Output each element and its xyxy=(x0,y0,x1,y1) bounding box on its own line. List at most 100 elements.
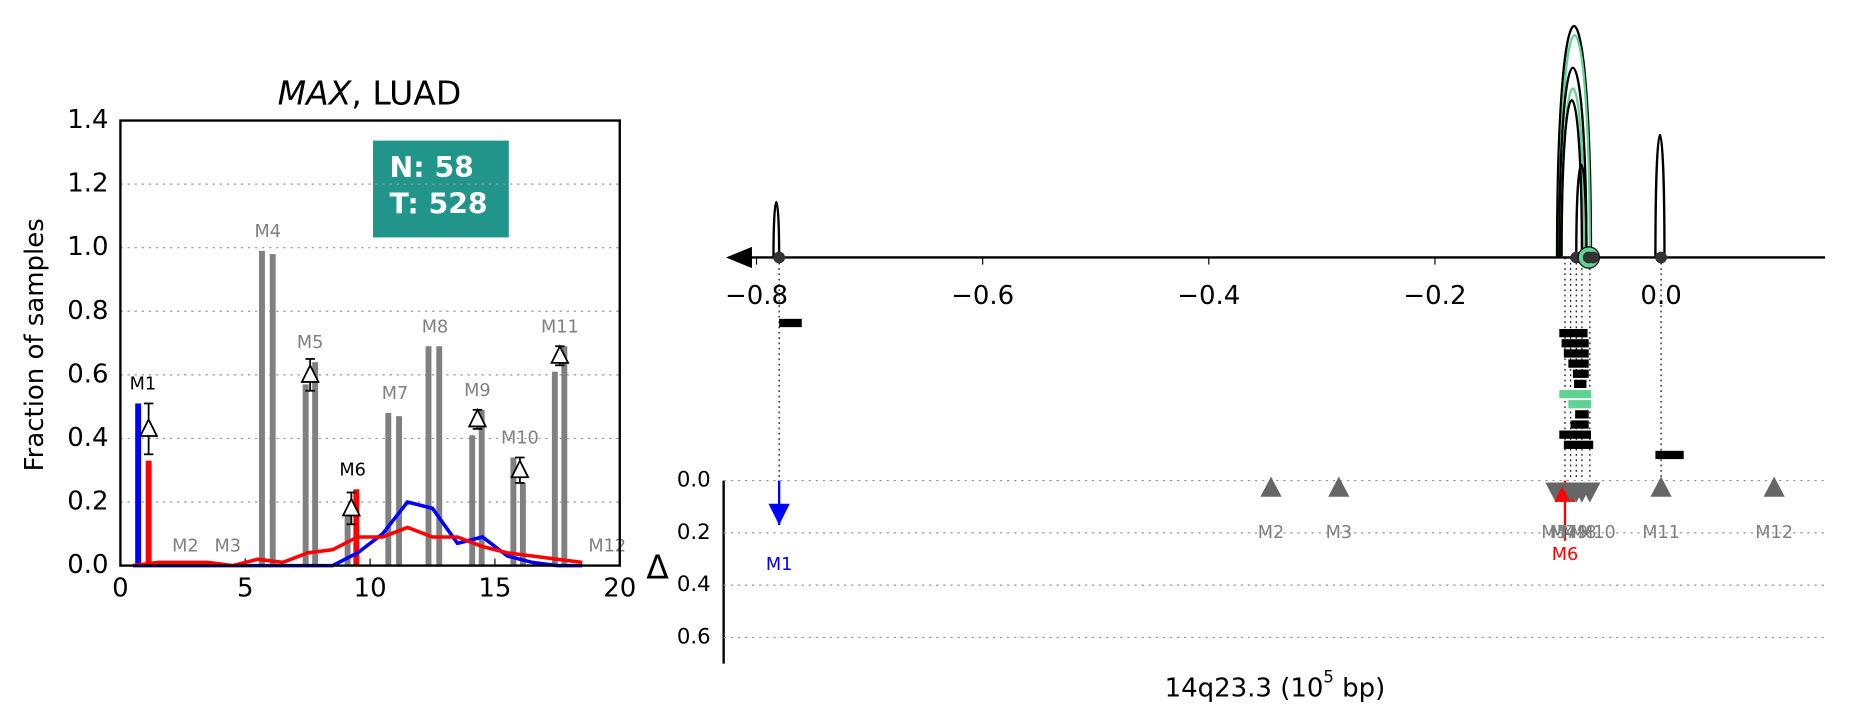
segment xyxy=(1575,410,1589,419)
y-tick-label: 0.8 xyxy=(67,296,108,326)
segment xyxy=(1568,359,1589,368)
delta-marker xyxy=(510,458,530,479)
bar xyxy=(269,254,276,566)
delta-marker xyxy=(467,407,488,428)
segment xyxy=(1655,450,1684,460)
chart-title: MAX, LUAD xyxy=(278,73,462,112)
y-tick-label: 0.4 xyxy=(677,572,711,597)
dot xyxy=(773,251,786,264)
marker xyxy=(1260,476,1282,497)
segment xyxy=(1563,440,1594,449)
bar xyxy=(302,384,309,566)
marker-label: M9 xyxy=(1562,523,1589,543)
y-tick-label: 1.2 xyxy=(67,169,108,199)
dot xyxy=(1655,251,1667,264)
y-tick-label: 0.2 xyxy=(677,520,711,545)
motif-label: M9 xyxy=(464,381,491,401)
marker-label: M11 xyxy=(1642,523,1680,543)
y-tick-label: 1.4 xyxy=(67,105,108,135)
delta-marker xyxy=(550,344,570,364)
bar xyxy=(259,250,265,566)
x-tick-label: −0.6 xyxy=(951,281,1014,311)
motif-label: M7 xyxy=(382,384,409,404)
title-rest: , LUAD xyxy=(351,73,461,112)
bar xyxy=(135,403,142,566)
marker-label: M10 xyxy=(1578,523,1616,543)
y-tick-label: 0.6 xyxy=(677,624,711,649)
bar xyxy=(425,346,432,566)
annotation-box xyxy=(373,140,509,238)
motif-label: M2 xyxy=(172,537,199,557)
bar xyxy=(478,409,485,566)
arc xyxy=(772,201,781,258)
motif-label: M8 xyxy=(422,317,449,337)
y-tick-label: 0.2 xyxy=(67,487,108,517)
marker-label: M1 xyxy=(766,555,793,575)
y-axis-label: Δ xyxy=(646,548,669,587)
bar xyxy=(551,371,558,566)
arc xyxy=(1560,99,1584,258)
plot-frame xyxy=(119,119,621,567)
marker xyxy=(1650,476,1672,497)
bar xyxy=(353,489,360,566)
segment xyxy=(1559,389,1591,399)
line xyxy=(132,525,583,568)
bar xyxy=(469,435,476,566)
marker-label: M4 xyxy=(1550,523,1577,543)
x-tick-label: 10 xyxy=(354,574,387,604)
x-tick-label: 15 xyxy=(478,574,511,604)
annotation-text: T: 528 xyxy=(390,188,488,221)
motif-label: M5 xyxy=(297,333,324,353)
y-tick-label: 0.6 xyxy=(67,359,108,389)
x-tick-label: −0.8 xyxy=(725,281,788,311)
y-axis-label: Fraction of samples xyxy=(20,218,50,471)
motif-label: M4 xyxy=(254,222,281,242)
bar xyxy=(561,346,568,566)
x-tick-label: 5 xyxy=(237,574,254,604)
x-axis-label: 14q23.3 (105 bp) xyxy=(1165,667,1386,703)
segment xyxy=(779,318,802,328)
marker xyxy=(1328,476,1350,497)
arrow-head xyxy=(768,503,790,526)
bar xyxy=(510,457,517,566)
bar xyxy=(145,460,152,566)
marker-label: M5 xyxy=(1541,523,1568,543)
axis-arrow xyxy=(725,246,752,269)
marker-label: M12 xyxy=(1755,523,1793,543)
dot xyxy=(1587,251,1600,264)
segment xyxy=(1574,379,1587,389)
motif-label: M12 xyxy=(588,537,626,557)
motif-label: M6 xyxy=(339,460,366,480)
delta-marker xyxy=(300,363,320,383)
y-tick-label: 1.0 xyxy=(67,232,108,262)
marker-label: M2 xyxy=(1258,523,1285,543)
title-gene: MAX xyxy=(278,73,353,112)
marker xyxy=(1579,482,1601,503)
bar xyxy=(519,482,526,566)
motif-label: M11 xyxy=(541,317,579,337)
bar xyxy=(312,362,319,566)
x-tick-label: 20 xyxy=(603,574,636,604)
x-tick-label: 0 xyxy=(112,574,129,604)
motif-label: M3 xyxy=(215,537,242,557)
delta-marker xyxy=(138,417,159,437)
segment xyxy=(1563,349,1589,358)
marker-label: M3 xyxy=(1326,523,1353,543)
motif-label: M10 xyxy=(501,429,539,449)
marker-label: M8 xyxy=(1570,523,1597,543)
annotation-text: N: 58 xyxy=(390,151,474,184)
segment xyxy=(1572,369,1589,378)
y-tick-label: 0.4 xyxy=(67,423,108,453)
marker xyxy=(1763,476,1785,497)
x-label-part: 14q23.3 (10 xyxy=(1165,673,1324,703)
bar xyxy=(385,412,392,566)
marker-label: M7 xyxy=(1550,523,1577,543)
segment xyxy=(1568,400,1591,409)
y-tick-label: 0.0 xyxy=(67,550,108,580)
segment xyxy=(1559,329,1588,338)
arc xyxy=(1654,134,1666,258)
x-label-part: bp) xyxy=(1334,673,1385,703)
arc xyxy=(1558,66,1588,258)
x-tick-label: −0.2 xyxy=(1403,281,1466,311)
